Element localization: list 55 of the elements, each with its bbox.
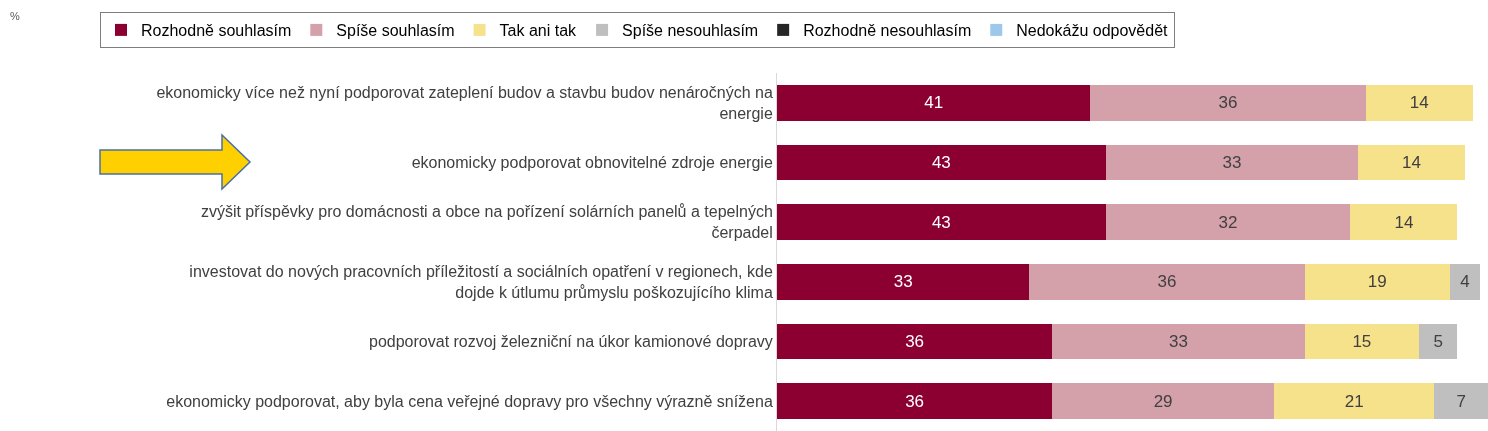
y-tick-label: investovat do nových pracovních příležitostí a sociálních opatření v regionech, kde dojde k útlumu průmyslu poškozujícího klima <box>189 263 773 301</box>
bar <box>777 383 1053 420</box>
y-tick-label: podporovat rozvoj železniční na úkor kamionové dopravy <box>369 333 773 351</box>
bar <box>1419 323 1458 360</box>
bar <box>1105 144 1359 181</box>
legend-label: Rozhodně souhlasím <box>141 22 292 40</box>
bar <box>1090 84 1366 121</box>
legend-label: Spíše nesouhlasím <box>622 22 759 40</box>
bar <box>777 144 1106 181</box>
y-tick-label: zvýšit příspěvky pro domácnosti a obce na pořízení solárních panelů a tepelných čerpadel <box>200 203 773 242</box>
bar <box>1350 204 1458 241</box>
data-label: 15 <box>1352 332 1372 351</box>
bar <box>1358 144 1466 181</box>
bar <box>1365 84 1473 121</box>
data-label: 5 <box>1433 332 1444 351</box>
y-tick-label: ekonomicky podporovat obnovitelné zdroje energie <box>411 154 773 172</box>
data-label: 36 <box>1157 272 1177 292</box>
bar <box>1449 263 1481 300</box>
data-label: 21 <box>1344 391 1364 411</box>
data-label: 36 <box>1218 93 1238 113</box>
data-label: 29 <box>1153 391 1173 411</box>
data-label: 36 <box>905 332 925 351</box>
data-label: 14 <box>1402 153 1422 172</box>
data-label: 33 <box>893 272 913 292</box>
legend-label: Rozhodně nesouhlasím <box>803 22 972 40</box>
data-label: 32 <box>1218 212 1238 232</box>
bar <box>1052 383 1274 420</box>
data-label: 19 <box>1367 272 1387 292</box>
bar <box>777 84 1091 121</box>
bar <box>777 204 1106 241</box>
bar <box>1304 323 1420 360</box>
bar <box>777 323 1053 360</box>
bar <box>1434 383 1488 420</box>
y-tick-label: ekonomicky více než nyní podporovat zateplení budov a stavbu budov nenáročných na energie <box>156 84 773 122</box>
bar <box>1273 383 1435 420</box>
data-label: 33 <box>1168 332 1188 351</box>
data-label: 41 <box>924 93 944 113</box>
bar <box>1052 323 1305 360</box>
bar <box>1304 263 1450 300</box>
data-label: 14 <box>1409 93 1429 113</box>
data-label: 36 <box>905 391 925 411</box>
data-label: 43 <box>931 153 951 172</box>
bar <box>777 263 1030 300</box>
data-label: 4 <box>1460 272 1470 292</box>
data-label: 7 <box>1456 391 1466 411</box>
legend-label: Nedokážu odpovědět <box>1016 22 1169 40</box>
data-label: 43 <box>931 212 951 232</box>
legend-label: Spíše souhlasím <box>336 22 455 40</box>
data-label: 14 <box>1394 212 1414 232</box>
y-tick-label: ekonomicky podporovat, aby byla cena veřejné dopravy pro všechny výrazně snížena <box>166 392 773 410</box>
legend-label: Tak ani tak <box>499 22 578 40</box>
bar <box>1029 263 1305 300</box>
data-label: 33 <box>1222 153 1242 172</box>
text: % <box>10 10 20 22</box>
bar <box>1105 204 1351 241</box>
